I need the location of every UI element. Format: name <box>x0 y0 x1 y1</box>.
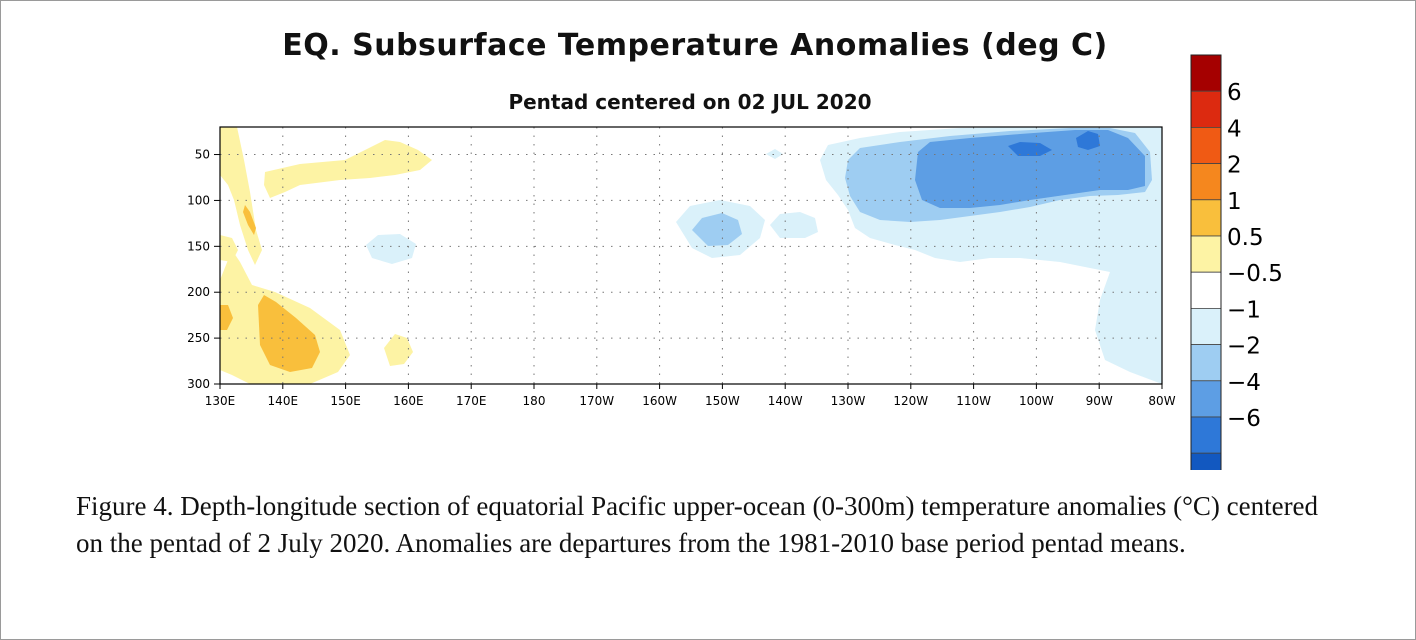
colorbar-swatch <box>1190 90 1222 128</box>
colorbar-swatch <box>1190 199 1222 237</box>
colorbar-label: 4 <box>1227 116 1242 142</box>
colorbar-swatch <box>1190 452 1222 470</box>
x-tick-label: 130W <box>831 394 866 408</box>
warm-anomaly-core-deep <box>258 295 320 372</box>
y-axis: 50 100 150 200 250 300 <box>187 148 220 391</box>
colorbar-swatch <box>1190 271 1222 309</box>
x-tick-label: 130E <box>205 394 236 408</box>
x-axis: 130E 140E 150E 160E 170E 180 170W 160W 150W 140W 1… <box>205 384 1176 408</box>
colorbar-label: −6 <box>1227 406 1261 432</box>
colorbar-swatch <box>1190 416 1222 454</box>
cool-core-90w <box>1076 131 1100 150</box>
x-tick-label: 90W <box>1086 394 1113 408</box>
y-tick-label: 50 <box>195 148 210 162</box>
y-tick-label: 250 <box>187 331 210 345</box>
colorbar-swatch <box>1190 307 1222 345</box>
colorbar-label: 6 <box>1227 80 1242 106</box>
colorbar-label: −1 <box>1227 297 1261 323</box>
warm-anomaly-core-upper <box>243 205 256 235</box>
x-tick-label: 160W <box>642 394 677 408</box>
x-tick-label: 180 <box>523 394 546 408</box>
y-tick-label: 150 <box>187 239 210 253</box>
x-tick-label: 100W <box>1019 394 1054 408</box>
anomaly-shading <box>220 127 1162 384</box>
warm-anomaly-west-edge <box>220 235 238 262</box>
x-tick-label: 140E <box>268 394 299 408</box>
x-tick-label: 150W <box>705 394 740 408</box>
plot-area: 130E 140E 150E 160E 170E 180 170W 160W 150W 140W 1… <box>187 126 1176 408</box>
plot-border <box>219 126 1163 385</box>
warm-anomaly-core-edge <box>220 305 233 330</box>
colorbar-swatch <box>1190 127 1222 165</box>
colorbar-swatch <box>1190 54 1222 92</box>
y-tick-label: 200 <box>187 285 210 299</box>
cool-anomaly-130w-spot <box>766 149 783 159</box>
grid-lines <box>220 127 1162 384</box>
colorbar-swatch <box>1190 380 1222 418</box>
chart-title: EQ. Subsurface Temperature Anomalies (de… <box>282 28 1108 63</box>
colorbar-label: −0.5 <box>1227 261 1283 287</box>
x-tick-label: 110W <box>956 394 991 408</box>
cool-anomaly-140w <box>770 212 818 238</box>
chart-svg: 130E 140E 150E 160E 170E 180 170W 160W 150W 140W 1… <box>187 54 1283 470</box>
colorbar-swatch <box>1190 163 1222 201</box>
colorbar-label: −4 <box>1227 370 1261 396</box>
colorbar: 6 4 2 1 0.5 −0.5 −1 −2 −4 −6 <box>1190 54 1283 470</box>
x-tick-label: 140W <box>768 394 803 408</box>
colorbar-swatch <box>1190 344 1222 382</box>
x-tick-label: 150E <box>330 394 361 408</box>
colorbar-label: 1 <box>1227 189 1242 215</box>
chart-subtitle: Pentad centered on 02 JUL 2020 <box>508 90 872 114</box>
colorbar-label: 2 <box>1227 153 1242 179</box>
colorbar-border <box>1190 54 1222 470</box>
x-tick-label: 170E <box>456 394 487 408</box>
colorbar-label: 0.5 <box>1227 225 1264 251</box>
cool-anomaly-160e <box>366 234 416 264</box>
cool-core-100w <box>1008 142 1052 156</box>
warm-anomaly-160e <box>384 334 413 366</box>
colorbar-swatch <box>1190 235 1222 273</box>
x-tick-label: 170W <box>579 394 614 408</box>
figure-caption: Figure 4. Depth-longitude section of equ… <box>76 491 1319 558</box>
x-tick-label: 80W <box>1148 394 1175 408</box>
cool-core-150w <box>692 213 742 246</box>
x-tick-label: 160E <box>393 394 424 408</box>
y-tick-label: 100 <box>187 193 210 207</box>
y-tick-label: 300 <box>187 377 210 391</box>
colorbar-label: −2 <box>1227 334 1261 360</box>
x-tick-label: 120W <box>893 394 928 408</box>
